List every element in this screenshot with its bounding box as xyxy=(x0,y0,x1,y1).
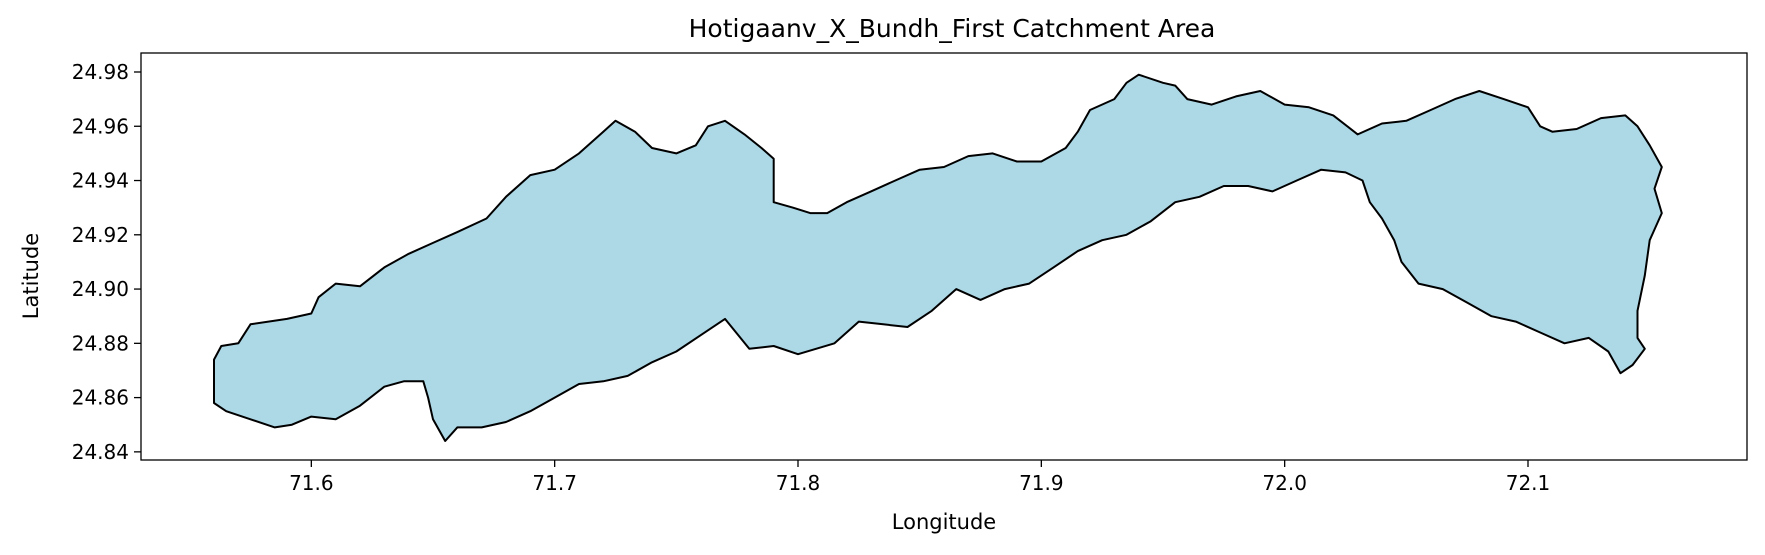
axes-frame xyxy=(140,52,1748,461)
x-tick-label: 71.6 xyxy=(289,471,334,495)
x-tick-label: 71.9 xyxy=(1019,471,1064,495)
chart-title: Hotigaanv_X_Bundh_First Catchment Area xyxy=(689,14,1216,43)
y-tick-label: 24.94 xyxy=(72,169,129,193)
catchment-polygon xyxy=(213,73,1663,442)
y-tick-label: 24.88 xyxy=(72,331,129,355)
y-tick-label: 24.96 xyxy=(72,114,129,138)
y-tick-label: 24.92 xyxy=(72,223,129,247)
y-tick-label: 24.86 xyxy=(72,386,129,410)
x-tick-label: 72.0 xyxy=(1262,471,1307,495)
y-tick-label: 24.84 xyxy=(72,440,129,464)
x-axis: 71.6 71.7 71.8 71.9 72.0 72.1 xyxy=(289,460,1550,495)
y-tick-label: 24.98 xyxy=(72,60,129,84)
x-tick-label: 71.8 xyxy=(776,471,821,495)
plot-area xyxy=(213,73,1663,442)
y-axis: 24.84 24.86 24.88 24.90 24.92 24.94 24.96 24.98 xyxy=(72,60,141,464)
y-tick-label: 24.90 xyxy=(72,277,129,301)
x-axis-label: Longitude xyxy=(892,510,996,534)
y-axis-label: Latitude xyxy=(19,233,43,319)
x-tick-label: 71.7 xyxy=(532,471,577,495)
x-tick-label: 72.1 xyxy=(1506,471,1551,495)
